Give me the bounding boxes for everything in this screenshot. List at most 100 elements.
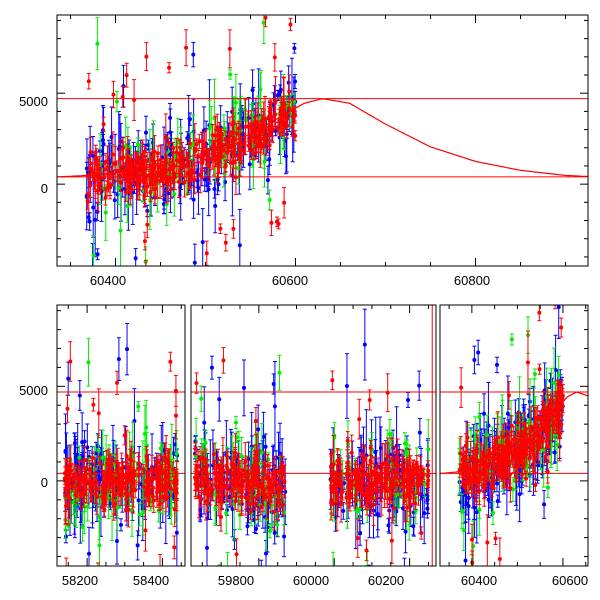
top-data-point — [287, 106, 292, 111]
bottom-seg1-point — [87, 551, 92, 556]
top-data-point — [118, 156, 123, 161]
top-data-point — [100, 128, 105, 133]
top-data-point — [137, 161, 142, 166]
top-data-point — [91, 205, 96, 210]
top-data-point — [285, 116, 290, 121]
top-data-point — [237, 243, 242, 248]
top-data-point — [93, 150, 98, 155]
top-data-point — [269, 220, 274, 225]
top-frame — [56, 14, 589, 267]
top-data-point — [85, 199, 90, 204]
bottom-seg1-point — [172, 488, 177, 493]
bottom-seg1-point — [133, 488, 138, 493]
top-data-point — [191, 169, 196, 174]
bottom-seg1-point — [155, 473, 160, 478]
bottom-seg2-point — [417, 383, 422, 388]
bottom-seg2-point — [272, 404, 277, 409]
bottom-seg1-point — [144, 480, 149, 485]
top-data-point — [114, 99, 119, 104]
top-data-point — [88, 183, 93, 188]
top-data-point — [145, 184, 150, 189]
top-data-point — [148, 190, 153, 195]
bottom-seg1-point — [85, 504, 90, 509]
bottom-seg1-point — [91, 402, 96, 407]
top-data-point — [192, 260, 197, 265]
bottom-seg1-point — [82, 504, 87, 509]
bottom-seg1-point — [151, 498, 156, 503]
top-data-point — [166, 140, 171, 145]
top-data-point — [293, 79, 298, 84]
top-y-tick-label: 0 — [41, 181, 48, 196]
top-data-point — [191, 197, 196, 202]
top-data-point — [261, 20, 266, 25]
bottom-seg1-point — [85, 445, 90, 450]
bottom-seg2-point — [261, 434, 266, 439]
top-data-point — [155, 151, 160, 156]
top-data-point — [87, 219, 92, 224]
top-data-point — [194, 142, 199, 147]
bottom-seg1-point — [107, 469, 112, 474]
top-data-point — [169, 164, 174, 169]
bottom-seg1-point — [117, 483, 122, 488]
bottom-seg1-point — [171, 451, 176, 456]
bottom-seg1-point — [118, 522, 123, 527]
top-data-point — [228, 72, 233, 77]
top-data-point — [227, 46, 232, 51]
bottom-seg1-point — [174, 530, 179, 535]
bottom-seg1-point — [115, 505, 120, 510]
bottom-seg1-point — [172, 545, 177, 550]
bottom-seg1-point — [101, 500, 106, 505]
top-data-point — [172, 192, 177, 197]
bottom-seg2-point — [406, 398, 411, 403]
top-data-point — [196, 154, 201, 159]
bottom-seg1-point — [70, 484, 75, 489]
bottom-seg1-point — [116, 357, 121, 362]
bottom-seg2-point — [259, 572, 263, 576]
top-data-point — [142, 193, 147, 198]
top-data-point — [103, 159, 108, 164]
top-data-point — [186, 164, 191, 169]
bottom-seg1-point — [68, 359, 73, 364]
bottom-seg2-point — [425, 506, 430, 511]
top-data-point — [182, 180, 187, 185]
top-data-point — [133, 256, 138, 261]
top-x-tick-label: 60800 — [454, 273, 490, 288]
bottom-seg1-point — [141, 484, 146, 489]
top-data-point — [152, 149, 157, 154]
top-data-point — [267, 116, 272, 121]
top-data-point — [274, 219, 279, 224]
top-data-point — [212, 187, 217, 192]
bottom-seg2-point — [242, 385, 247, 390]
top-data-point — [261, 144, 266, 149]
bottom-seg2-point — [386, 523, 391, 528]
top-data-point — [178, 165, 183, 170]
top-data-point — [121, 155, 126, 160]
top-data-point — [216, 182, 221, 187]
top-data-point — [202, 142, 207, 147]
bottom-seg1-point — [126, 507, 131, 512]
top-data-point — [267, 157, 272, 162]
top-data-point — [162, 197, 167, 202]
top-data-point — [101, 122, 106, 127]
top-data-point — [152, 182, 157, 187]
bottom-seg1-point — [101, 483, 106, 488]
bottom-seg1-point — [97, 515, 102, 520]
bottom-seg1-point — [71, 473, 76, 478]
bottom-seg2-point — [202, 420, 207, 425]
top-data-point — [144, 54, 149, 59]
bottom-seg1-point — [82, 481, 87, 486]
top-data-point — [251, 152, 256, 157]
bottom-seg1-point — [67, 480, 72, 485]
top-data-point — [282, 200, 287, 205]
top-data-layer — [57, 15, 588, 266]
bottom-seg1-point — [71, 500, 76, 505]
top-data-point — [275, 126, 280, 131]
top-data-point — [145, 222, 150, 227]
bottom-seg1-point — [164, 475, 169, 480]
bottom-seg1-point — [168, 359, 173, 364]
top-data-point — [204, 251, 209, 256]
top-data-point — [142, 149, 147, 154]
bottom-seg1-point — [110, 476, 115, 481]
top-data-point — [86, 79, 91, 84]
bottom-seg2-point — [417, 430, 422, 435]
